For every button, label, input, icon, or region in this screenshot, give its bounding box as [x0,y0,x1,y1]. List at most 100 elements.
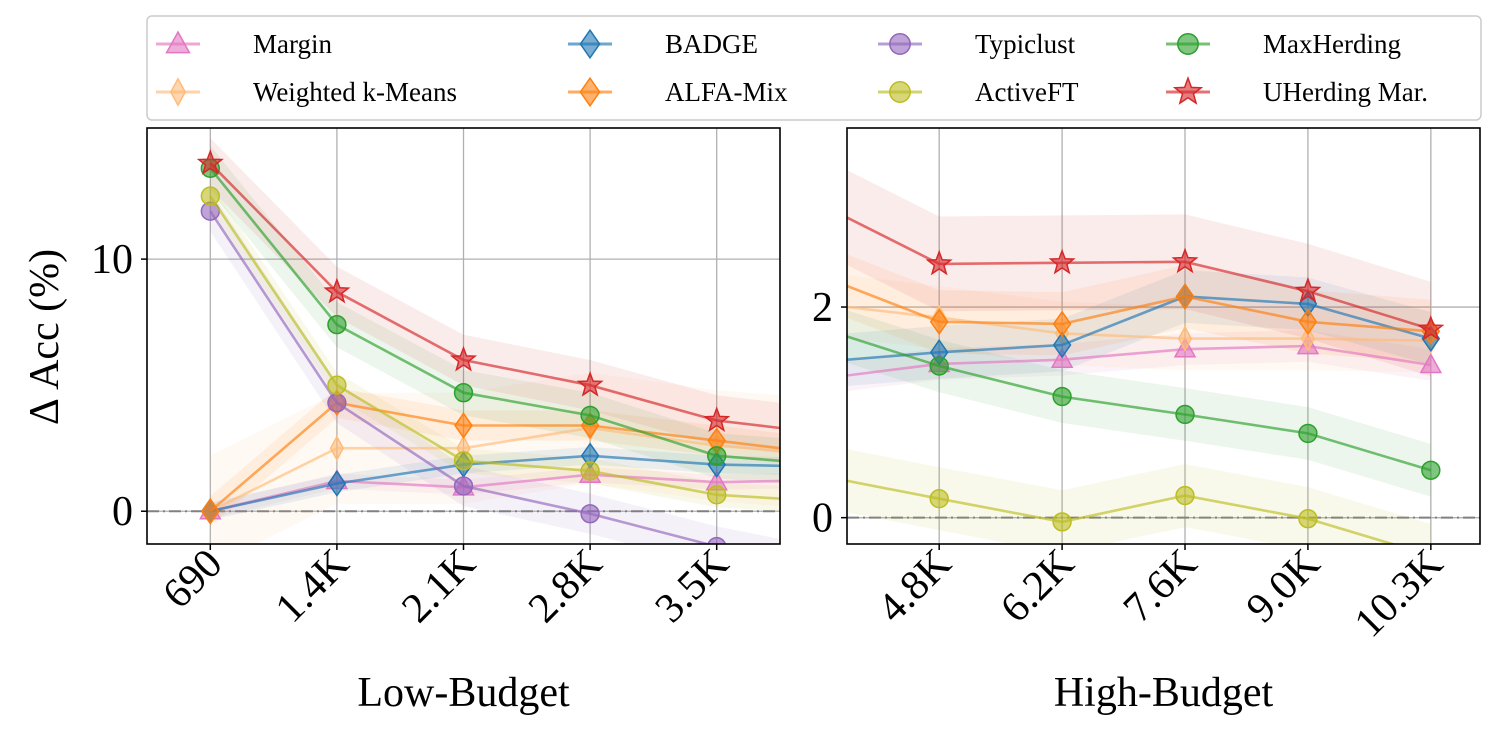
high-budget-x-axis-label: High-Budget [1054,670,1274,716]
data-point [1298,509,1318,529]
data-point [327,314,347,335]
high-budget-band-badge [847,270,1431,386]
high-budget-series-uherding-mar [847,216,1445,341]
data-point [1419,352,1443,374]
x-tick-label: 4.8K [869,541,960,632]
legend-label-weighted-k-means: Weighted k-Means [253,77,457,107]
legend-frame [146,15,1482,121]
legend-item-alfa-mix: ALFA-Mix [568,76,788,108]
legend-marker-maxherding-icon [1177,33,1199,55]
legend-label-alfa-mix: ALFA-Mix [665,77,788,107]
data-point [576,370,604,397]
low-budget-series-maxherding [200,158,780,466]
high-budget-line-maxherding [847,335,1432,472]
low-budget-line-activeft [209,195,780,500]
legend-marker-badge-icon [579,28,601,60]
high-budget-line-badge [847,295,1432,361]
high-budget-line-uherding-mar [847,216,1432,331]
legend-label-margin: Margin [253,29,332,59]
low-budget-line-alfa-mix [209,401,780,513]
data-point [580,405,600,426]
low-budget-line-maxherding [209,167,780,463]
legend: Margin Weighted k-Means BADGE ALFA-Mix Typic… [146,15,1482,121]
data-point [454,412,473,439]
data-point [580,504,600,524]
data-point [329,435,345,462]
data-point [1048,248,1076,275]
low-budget-series-activeft [200,186,780,505]
data-point [453,451,474,471]
high-budget-band-activeft [847,449,1431,544]
low-budget-line-uherding-mar [209,162,780,430]
legend-marker-margin-icon [165,30,191,54]
data-point [703,406,731,432]
data-point [925,249,953,276]
data-point [1171,247,1199,274]
high-budget-series-activeft [847,479,1397,544]
data-point [1052,386,1072,407]
low-budget-band-uherding-mar [210,138,780,454]
data-point [200,186,220,206]
legend-item-maxherding: MaxHerding [1166,29,1401,59]
data-point [327,393,347,413]
data-point [1298,308,1318,336]
data-point [327,375,347,395]
high-budget-series-maxherding [847,335,1441,480]
low-budget-line-badge [210,454,780,513]
data-point [453,476,474,496]
high-budget-line-alfa-mix [847,284,1431,333]
data-point [1177,325,1193,352]
x-tick-label: 690 [154,541,231,618]
y-tick-label: 0 [812,496,833,542]
data-point [707,485,727,505]
low-budget-plot-area [196,138,780,544]
high-budget-plot-area [847,170,1445,544]
data-point [196,149,224,175]
legend-item-activeft: ActiveFT [878,77,1079,107]
data-point [1175,485,1195,506]
legend-marker-typiclust-icon [889,33,911,55]
data-point [1294,277,1322,303]
x-tick-label: 1.4K [267,541,358,632]
legend-item-margin: Margin [156,29,332,59]
legend-item-weighted-k-means: Weighted k-Means [156,77,457,107]
high-budget-line-activeft [847,479,1397,544]
y-tick-label: 0 [112,489,133,535]
data-point [929,489,949,509]
x-tick-label: 7.6K [1115,541,1206,632]
legend-marker-weighted-k-means-icon [169,77,187,107]
legend-label-activeft: ActiveFT [975,77,1079,107]
legend-marker-activeft-icon [889,81,911,103]
data-point [580,461,600,481]
x-tick-label: 9.0K [1238,541,1329,632]
high-budget-axes-frame [846,127,1481,545]
data-point [200,497,220,525]
low-budget-band-weighted-k-means [210,372,780,544]
low-budget-line-typiclust [209,210,713,544]
data-point [707,536,727,544]
legend-label-maxherding: MaxHerding [1263,29,1401,59]
low-budget-line-margin [209,473,780,513]
data-point [327,470,347,497]
x-tick-label: 6.2K [992,541,1083,632]
low-budget-panel: 0 10 690 1.4K 2.1K 2.8K 3.5K Low-Budget [91,127,781,716]
low-budget-line-weighted-k-means [209,426,780,513]
data-point [929,308,949,336]
legend-item-badge: BADGE [568,28,758,60]
data-point [1175,283,1195,310]
high-budget-line-margin [847,344,1431,377]
low-budget-x-axis-label: Low-Budget [357,670,570,716]
x-tick-label: 3.5K [647,541,738,632]
low-budget-series-uherding-mar [196,149,780,432]
data-point [1052,512,1072,532]
legend-label-typiclust: Typiclust [975,29,1076,59]
legend-label-uherding-mar: UHerding Mar. [1263,77,1428,107]
y-axis-label: Δ Acc (%) [22,249,68,425]
legend-marker-alfa-mix-icon [579,76,601,108]
data-point [1175,404,1195,425]
data-point [1421,460,1441,480]
data-point [1052,331,1072,359]
legend-marker-uherding-mar-icon [1172,76,1204,105]
data-point [323,277,351,304]
